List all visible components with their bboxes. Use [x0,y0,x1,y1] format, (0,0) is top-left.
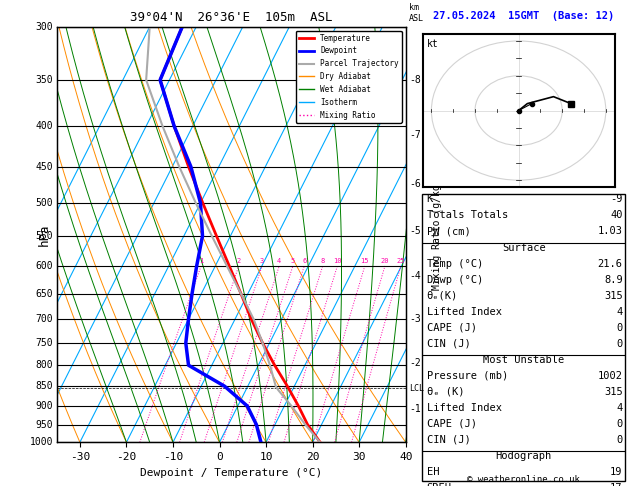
Text: 400: 400 [35,121,53,131]
Text: 0: 0 [616,323,623,333]
Text: 4: 4 [616,403,623,413]
Text: 950: 950 [35,419,53,430]
Text: 3: 3 [260,258,264,264]
Text: Lifted Index: Lifted Index [426,403,502,413]
Text: 1.03: 1.03 [598,226,623,237]
Text: kt: kt [426,38,438,49]
Text: θₑ(K): θₑ(K) [426,291,458,301]
Text: Dewp (°C): Dewp (°C) [426,275,483,285]
Text: 0: 0 [616,339,623,349]
Text: PW (cm): PW (cm) [426,226,470,237]
Text: 315: 315 [604,387,623,397]
Text: Hodograph: Hodograph [496,451,552,461]
Y-axis label: hPa: hPa [38,223,51,246]
Text: -3: -3 [409,314,421,324]
Text: -6: -6 [409,179,421,189]
Text: 0: 0 [616,419,623,429]
Text: 350: 350 [35,75,53,85]
Text: 750: 750 [35,338,53,348]
Bar [423,194,625,481]
Text: 10: 10 [333,258,342,264]
Text: 500: 500 [35,198,53,208]
Text: 800: 800 [35,360,53,370]
Title: 39°04'N  26°36'E  105m  ASL: 39°04'N 26°36'E 105m ASL [130,11,332,24]
Legend: Temperature, Dewpoint, Parcel Trajectory, Dry Adiabat, Wet Adiabat, Isotherm, Mi: Temperature, Dewpoint, Parcel Trajectory… [296,31,402,122]
Text: CAPE (J): CAPE (J) [426,323,477,333]
Text: -4: -4 [409,271,421,280]
Text: 550: 550 [35,231,53,241]
Text: CIN (J): CIN (J) [426,339,470,349]
Text: Most Unstable: Most Unstable [483,355,564,365]
Text: 25: 25 [397,258,405,264]
Text: 1: 1 [199,258,203,264]
Text: Lifted Index: Lifted Index [426,307,502,317]
Text: 700: 700 [35,314,53,324]
Text: 27.05.2024  15GMT  (Base: 12): 27.05.2024 15GMT (Base: 12) [433,11,615,21]
Text: 6: 6 [302,258,306,264]
Text: Pressure (mb): Pressure (mb) [426,371,508,381]
Text: Totals Totals: Totals Totals [426,210,508,221]
Text: 4: 4 [616,307,623,317]
Text: -9: -9 [610,194,623,205]
Text: 1002: 1002 [598,371,623,381]
Text: CAPE (J): CAPE (J) [426,419,477,429]
Text: -5: -5 [409,226,421,236]
Text: 0: 0 [616,435,623,445]
Text: K: K [426,194,433,205]
X-axis label: Dewpoint / Temperature (°C): Dewpoint / Temperature (°C) [140,468,322,478]
Text: © weatheronline.co.uk: © weatheronline.co.uk [467,474,580,484]
Text: θₑ (K): θₑ (K) [426,387,464,397]
Text: -7: -7 [409,130,421,139]
Text: 315: 315 [604,291,623,301]
Text: SREH: SREH [426,483,452,486]
Text: 15: 15 [360,258,369,264]
Text: 450: 450 [35,162,53,172]
Text: Surface: Surface [502,243,545,253]
Text: km
ASL: km ASL [409,3,424,22]
Text: 650: 650 [35,289,53,298]
Text: 2: 2 [237,258,241,264]
Text: LCL: LCL [409,383,424,393]
Text: 8: 8 [321,258,325,264]
Text: -1: -1 [409,404,421,414]
Text: Mixing Ratio (g/kg): Mixing Ratio (g/kg) [432,179,442,290]
Text: 1000: 1000 [30,437,53,447]
Text: CIN (J): CIN (J) [426,435,470,445]
Text: 20: 20 [381,258,389,264]
Text: 4: 4 [277,258,281,264]
Text: 600: 600 [35,261,53,271]
Text: -2: -2 [409,358,421,368]
Text: 17: 17 [610,483,623,486]
Text: EH: EH [426,467,439,477]
Text: 21.6: 21.6 [598,259,623,269]
Text: 40: 40 [610,210,623,221]
Text: 300: 300 [35,22,53,32]
Text: 900: 900 [35,401,53,411]
Text: 850: 850 [35,381,53,391]
Text: -8: -8 [409,75,421,85]
Text: 8.9: 8.9 [604,275,623,285]
Text: 5: 5 [291,258,295,264]
Text: Temp (°C): Temp (°C) [426,259,483,269]
Text: 19: 19 [610,467,623,477]
